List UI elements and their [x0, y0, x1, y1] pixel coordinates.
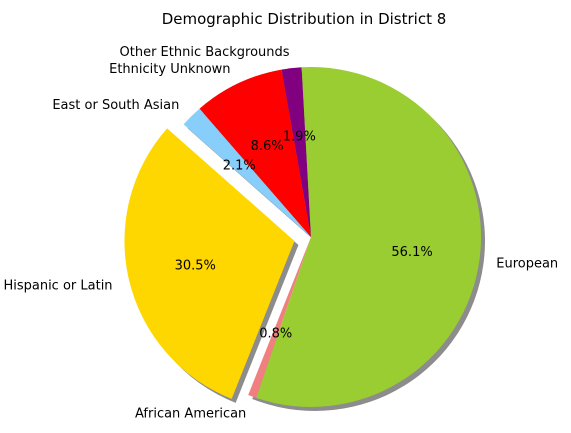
category-label-ethnicity-unknown: Ethnicity Unknown: [109, 62, 230, 77]
slice-labels: 1.9% Other Ethnic Backgrounds 56.1% Europea…: [3, 45, 558, 421]
slice-other-ethnic-backgrounds: [281, 67, 311, 237]
category-label-african-american: African American: [135, 406, 246, 421]
pct-label-other-ethnic-backgrounds: 1.9%: [283, 130, 316, 145]
category-label-east-or-south-asian: East or South Asian: [52, 98, 179, 113]
pct-label-african-american: 0.8%: [259, 327, 292, 342]
pct-label-ethnicity-unknown: 8.6%: [251, 139, 284, 154]
category-label-european: European: [496, 256, 558, 271]
slice-hispanic-or-latin: [124, 128, 295, 399]
pct-label-hispanic-or-latin: 30.5%: [175, 259, 216, 274]
slice-ethnicity-unknown: [199, 69, 311, 238]
category-label-hispanic-or-latin: Hispanic or Latin: [3, 278, 112, 293]
slice-east-or-south-asian: [183, 108, 311, 237]
chart-title: Demographic Distribution in District 8: [162, 10, 447, 28]
pct-label-east-or-south-asian: 2.1%: [223, 159, 256, 174]
slice-european: [256, 67, 481, 408]
category-label-other-ethnic-backgrounds: Other Ethnic Backgrounds: [120, 45, 290, 60]
slice-african-american: [248, 237, 311, 398]
pct-label-european: 56.1%: [391, 245, 432, 260]
pie-slices: [124, 67, 481, 408]
